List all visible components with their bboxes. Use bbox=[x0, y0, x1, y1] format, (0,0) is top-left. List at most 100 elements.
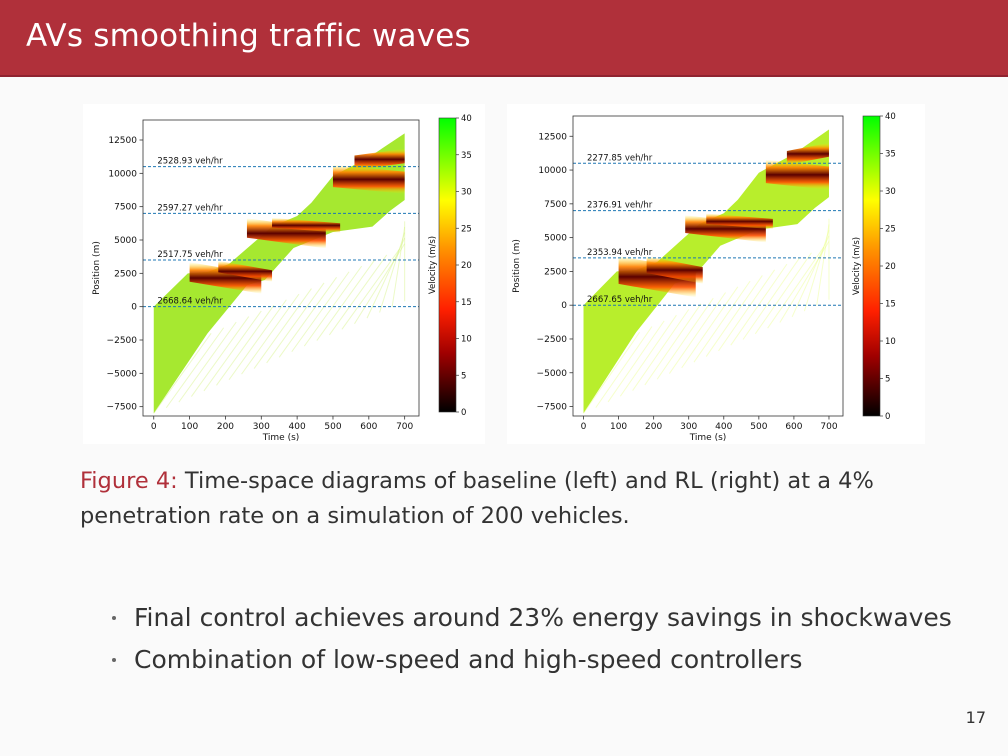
colorbar-tick-label: 40 bbox=[885, 112, 896, 122]
bullet-item: Final control achieves around 23% energy… bbox=[112, 600, 952, 642]
x-tick-label: 500 bbox=[324, 422, 341, 432]
colorbar-tick-label: 30 bbox=[885, 187, 896, 197]
x-tick-label: 700 bbox=[820, 422, 837, 432]
plot-frame bbox=[142, 119, 420, 417]
trajectory-stripe bbox=[165, 327, 225, 409]
colorbar-tick-label: 25 bbox=[461, 224, 472, 234]
x-tick-label: 0 bbox=[151, 422, 157, 432]
x-tick-label: 100 bbox=[181, 422, 198, 432]
trajectory-stripe bbox=[779, 241, 830, 323]
colorbar-tick-label: 0 bbox=[885, 412, 890, 422]
title-bar: AVs smoothing traffic waves bbox=[0, 0, 1008, 77]
trajectory-stripe bbox=[203, 310, 262, 392]
x-tick-label: 200 bbox=[645, 422, 662, 432]
y-tick-label: −2500 bbox=[537, 335, 568, 345]
trajectory-stripe bbox=[607, 320, 665, 403]
y-tick-label: 5000 bbox=[114, 236, 137, 246]
shockwave-band bbox=[706, 213, 773, 230]
x-tick-label: 600 bbox=[785, 422, 802, 432]
trajectory-stripe bbox=[705, 275, 763, 357]
caption-label: Figure 4: bbox=[80, 468, 178, 494]
colorbar-tick-label: 40 bbox=[461, 114, 472, 124]
flow-rate-label: 2597.27 veh/hr bbox=[157, 203, 223, 213]
x-axis-label: Time (s) bbox=[689, 433, 727, 443]
plot-frame bbox=[572, 115, 844, 417]
flow-rate-label: 2353.94 veh/hr bbox=[587, 248, 653, 258]
trajectory-stripe bbox=[619, 314, 677, 397]
shockwave-band bbox=[189, 262, 262, 294]
shockwave-band bbox=[765, 159, 829, 190]
y-tick-label: −7500 bbox=[107, 403, 138, 413]
baseline-chart-svg: 2528.93 veh/hr 2597.27 veh/hr 2517.75 veh/… bbox=[92, 114, 472, 443]
colorbar-label: Velocity (m/s) bbox=[852, 237, 862, 295]
y-axis-label: Position (m) bbox=[92, 241, 102, 295]
trajectory-stripe bbox=[253, 288, 312, 369]
y-tick-label: 0 bbox=[561, 301, 567, 311]
colorbar-tick-label: 5 bbox=[885, 375, 890, 385]
trajectory-stripe bbox=[341, 249, 400, 330]
colorbar-label: Velocity (m/s) bbox=[428, 236, 438, 294]
shockwave-band bbox=[218, 260, 273, 282]
trajectory-stripe bbox=[216, 305, 275, 386]
trajectory-stripe bbox=[803, 229, 830, 312]
flow-rate-label: 2667.65 veh/hr bbox=[587, 295, 653, 305]
trajectory-stripe bbox=[266, 282, 325, 364]
trajectory-stripe bbox=[278, 277, 337, 358]
x-tick-label: 300 bbox=[253, 422, 270, 432]
trajectory-stripe bbox=[669, 292, 726, 374]
x-tick-label: 500 bbox=[750, 422, 767, 432]
flow-rate-label: 2376.91 veh/hr bbox=[587, 201, 653, 211]
colorbar-tick-label: 25 bbox=[885, 225, 896, 235]
trajectory-stripe bbox=[316, 260, 375, 341]
figure-caption: Figure 4: Time-space diagrams of baselin… bbox=[80, 464, 940, 534]
flow-rate-label: 2668.64 veh/hr bbox=[157, 297, 223, 307]
shockwave-band bbox=[354, 148, 405, 170]
colorbar-tick-label: 10 bbox=[461, 335, 472, 345]
x-tick-label: 100 bbox=[610, 422, 627, 432]
colorbar-tick-label: 0 bbox=[461, 408, 466, 418]
y-axis-label: Position (m) bbox=[512, 239, 522, 293]
trajectory-stripe bbox=[816, 224, 830, 306]
shockwave-band bbox=[685, 215, 766, 243]
colorbar-tick-label: 5 bbox=[461, 371, 466, 381]
page-number: 17 bbox=[965, 708, 986, 727]
colorbar-tick-label: 20 bbox=[461, 261, 472, 271]
trajectory-stripe bbox=[328, 254, 388, 336]
colorbar-tick-label: 15 bbox=[885, 300, 896, 310]
y-tick-label: 10000 bbox=[538, 166, 567, 176]
bullet-dot-icon bbox=[112, 658, 116, 662]
colorbar-tick-label: 15 bbox=[461, 298, 472, 308]
shockwave-band bbox=[246, 218, 326, 249]
slide-title: AVs smoothing traffic waves bbox=[26, 18, 471, 54]
y-tick-label: 0 bbox=[131, 303, 137, 313]
trajectory-stripe bbox=[730, 263, 788, 346]
x-tick-label: 400 bbox=[289, 422, 306, 432]
y-tick-label: 5000 bbox=[544, 234, 567, 244]
trajectory-stripe bbox=[241, 293, 300, 375]
trajectory-stripe bbox=[354, 243, 406, 324]
colorbar-tick-label: 20 bbox=[885, 262, 896, 272]
trajectory-stripe bbox=[391, 226, 406, 308]
y-tick-label: −7500 bbox=[537, 403, 568, 413]
trajectory-stripe bbox=[228, 299, 287, 381]
trajectory-stripe bbox=[754, 252, 812, 335]
trajectory-region bbox=[153, 133, 405, 414]
trajectory-region bbox=[583, 129, 829, 414]
bullet-text: Final control achieves around 23% energy… bbox=[134, 603, 952, 632]
y-tick-label: 12500 bbox=[108, 136, 137, 146]
trajectory-stripe bbox=[693, 280, 751, 363]
trajectory-stripe bbox=[791, 235, 830, 318]
y-tick-label: −5000 bbox=[537, 369, 568, 379]
shockwave-band bbox=[646, 256, 703, 284]
y-tick-label: 10000 bbox=[108, 169, 137, 179]
y-tick-label: 7500 bbox=[544, 200, 567, 210]
colorbar-tick-label: 10 bbox=[885, 337, 896, 347]
y-tick-label: 7500 bbox=[114, 203, 137, 213]
shockwave-band bbox=[332, 164, 405, 194]
trajectory-stripe bbox=[718, 269, 776, 352]
x-tick-label: 400 bbox=[715, 422, 732, 432]
rl-chart-svg: 2277.85 veh/hr 2376.91 veh/hr 2353.94 veh/… bbox=[512, 112, 896, 443]
y-tick-label: 12500 bbox=[538, 132, 567, 142]
bullet-text: Combination of low-speed and high-speed … bbox=[134, 645, 803, 674]
y-tick-label: 2500 bbox=[114, 269, 137, 279]
